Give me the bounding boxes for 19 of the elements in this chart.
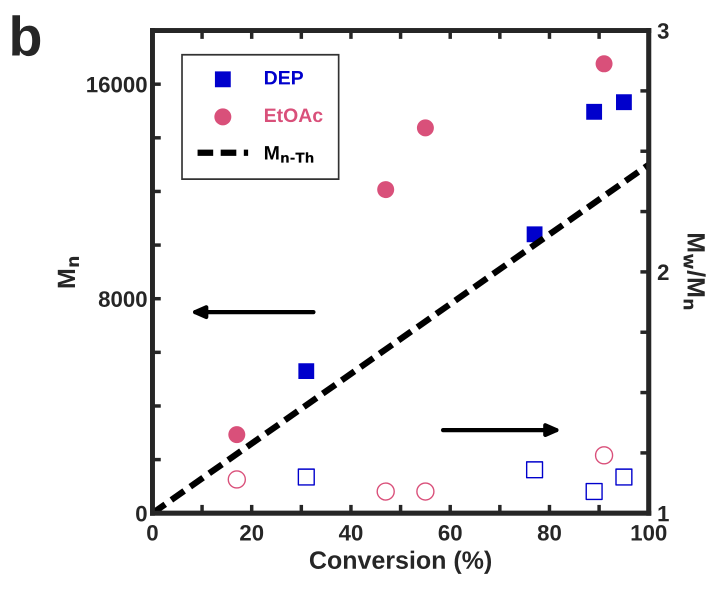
y-tick-label: 8000	[98, 291, 147, 307]
legend-label: DEP	[264, 71, 303, 84]
x-tick-label: 40	[338, 524, 362, 541]
y2-tick-label: 3	[658, 23, 669, 39]
x-tick-label: 0	[147, 524, 158, 541]
y-axis-title: M$_{n}$	[58, 256, 79, 288]
legend-label: EtOAc	[264, 108, 323, 122]
x-tick-label: 100	[632, 524, 666, 541]
x-axis-title: Conversion (%)	[310, 550, 492, 574]
x-tick-label: 20	[240, 524, 264, 541]
x-tick-label: 60	[438, 524, 462, 541]
y-tick-label: 0	[136, 506, 147, 522]
legend-label: M$_{n-Th}$	[264, 146, 314, 163]
y-tick-label: 16000	[87, 76, 147, 92]
y2-tick-label: 1	[658, 506, 669, 522]
x-tick-label: 80	[538, 524, 561, 541]
y2-axis-title: M$_{w}$/M$_{n}$	[684, 234, 706, 310]
text: b	[12, 15, 40, 56]
y2-tick-label: 2	[658, 264, 669, 280]
